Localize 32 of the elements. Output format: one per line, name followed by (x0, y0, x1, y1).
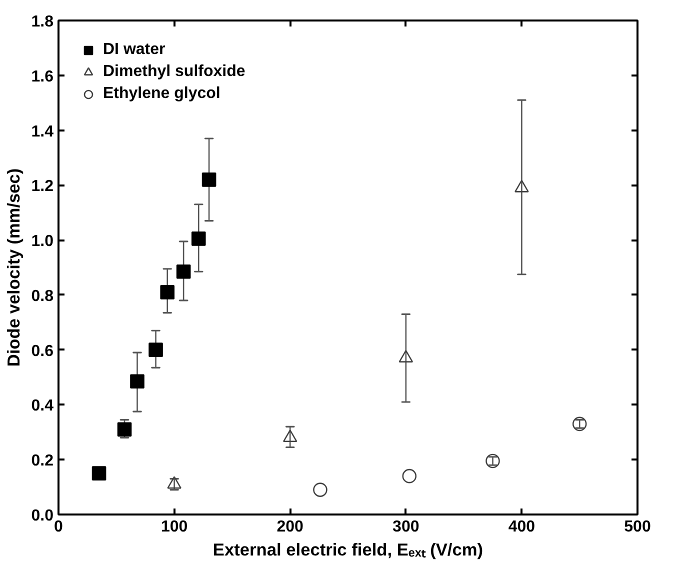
legend-label: Ethylene glycol (103, 85, 220, 103)
legend-label: Dimethyl sulfoxide (103, 63, 246, 81)
point (402, 468, 417, 484)
point (117, 422, 132, 437)
point (176, 264, 191, 279)
point (486, 454, 500, 468)
point (160, 285, 174, 300)
x-axis-title: External electric field, Eₑₓₜ (V/cm) (212, 540, 484, 560)
y-tick-label: 1.2 (31, 178, 54, 196)
point (92, 466, 106, 480)
point (148, 342, 163, 357)
x-tick-label: 0 (54, 518, 64, 536)
x-tick-label: 200 (276, 518, 304, 536)
point (202, 172, 216, 187)
y-tick-label: 0.4 (31, 398, 54, 415)
y-tick-label: 1.0 (31, 233, 54, 250)
x-tick-label: 300 (392, 518, 420, 536)
x-tick-label: 500 (624, 518, 651, 536)
y-tick-label: 1.4 (31, 123, 54, 140)
point (191, 232, 206, 246)
x-tick-label: 400 (508, 518, 536, 536)
y-tick-label: 0.2 (31, 452, 54, 470)
y-tick-label: 1.8 (31, 14, 54, 30)
point (313, 482, 328, 497)
y-axis-title: Diode velocity (mm/sec) (3, 168, 24, 367)
y-tick-label: 1.6 (31, 68, 54, 86)
legend-label: DI water (103, 41, 166, 59)
y-tick-label: 0.0 (31, 508, 54, 524)
x-tick-label: 100 (160, 518, 188, 536)
y-tick-label: 0.8 (31, 288, 54, 305)
point (130, 374, 144, 389)
y-tick-label: 0.6 (31, 342, 54, 360)
